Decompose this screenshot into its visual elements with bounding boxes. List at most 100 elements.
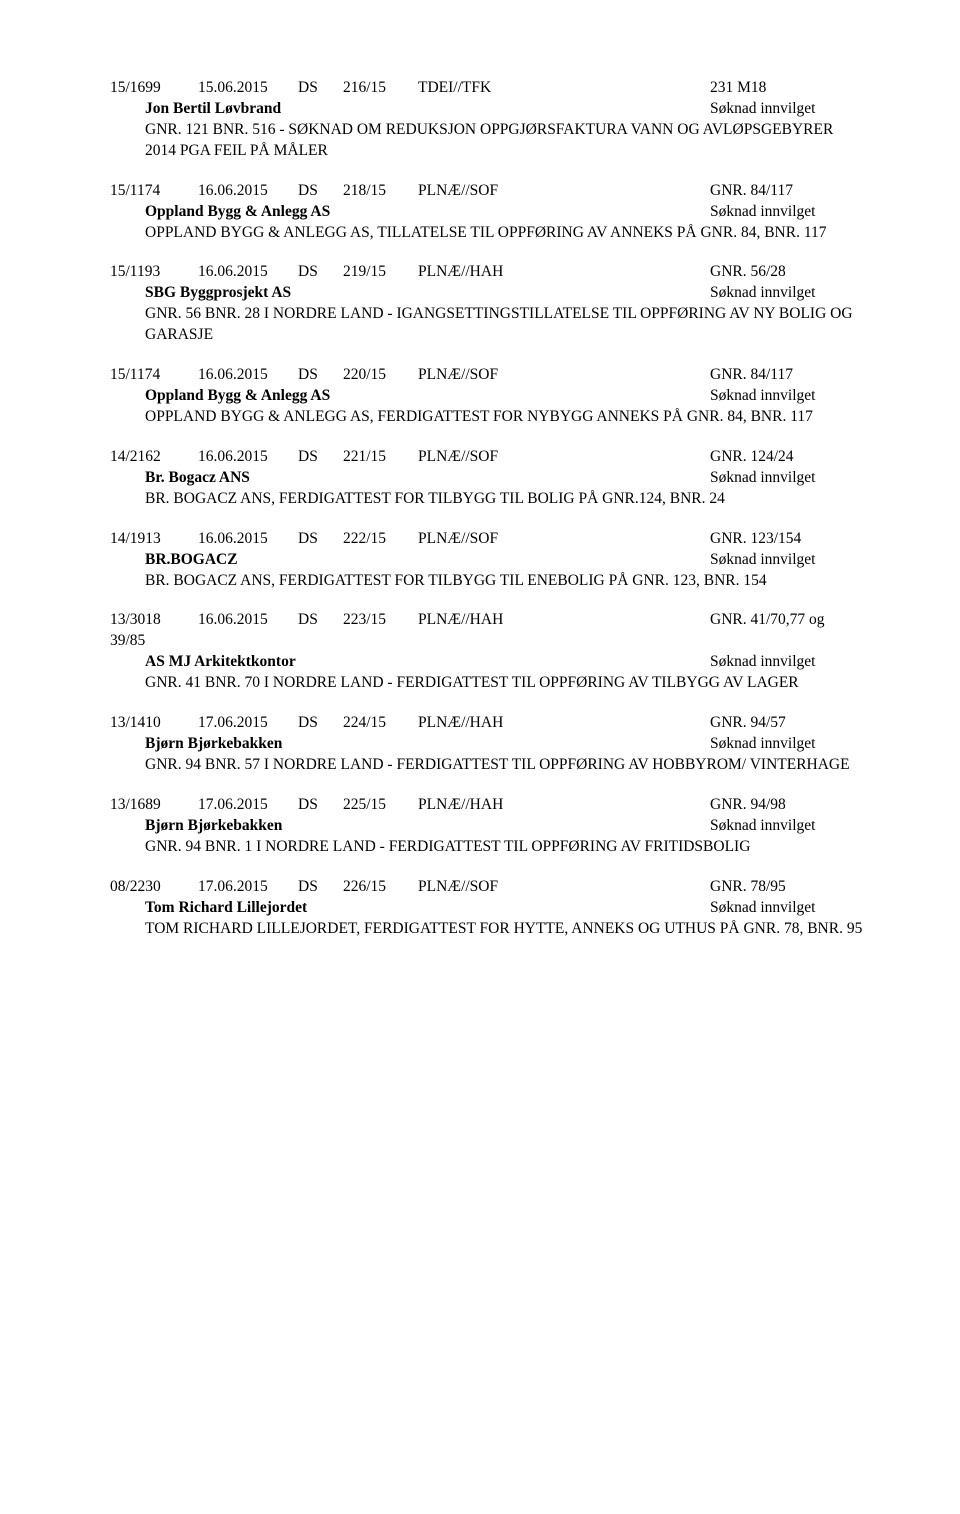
case-date: 16.06.2015 xyxy=(198,181,298,202)
entry-party-row: Jon Bertil LøvbrandSøknad innvilget xyxy=(110,99,864,120)
department-code: PLNÆ//SOF xyxy=(418,365,710,386)
case-description: TOM RICHARD LILLEJORDET, FERDIGATTEST FO… xyxy=(110,919,864,940)
case-date: 17.06.2015 xyxy=(198,877,298,898)
entry-header-row: 15/117416.06.2015DS218/15PLNÆ//SOFGNR. 8… xyxy=(110,181,864,202)
case-entry: 15/117416.06.2015DS220/15PLNÆ//SOFGNR. 8… xyxy=(110,365,864,428)
status-text: Søknad innvilget xyxy=(710,817,815,834)
case-description: BR. BOGACZ ANS, FERDIGATTEST FOR TILBYGG… xyxy=(110,571,864,592)
case-number: 15/1193 xyxy=(110,262,198,283)
case-entry: 15/117416.06.2015DS218/15PLNÆ//SOFGNR. 8… xyxy=(110,181,864,244)
ds-number: 223/15 xyxy=(343,610,418,631)
case-description: GNR. 94 BNR. 57 I NORDRE LAND - FERDIGAT… xyxy=(110,755,864,776)
entry-header-row: 14/216216.06.2015DS221/15PLNÆ//SOFGNR. 1… xyxy=(110,447,864,468)
case-description: GNR. 121 BNR. 516 - SØKNAD OM REDUKSJON … xyxy=(110,120,864,162)
status-text: Søknad innvilget xyxy=(710,100,815,117)
entry-party-row: Oppland Bygg & Anlegg ASSøknad innvilget xyxy=(110,202,864,223)
status-text: Søknad innvilget xyxy=(710,551,815,568)
case-entry: 15/169915.06.2015DS216/15TDEI//TFK231 M1… xyxy=(110,78,864,162)
party-name: Bjørn Bjørkebakken xyxy=(145,816,710,837)
case-number: 15/1174 xyxy=(110,365,198,386)
gnr-reference: GNR. 56/28 xyxy=(710,262,786,283)
ds-label: DS xyxy=(298,877,343,898)
ds-label: DS xyxy=(298,610,343,631)
department-code: PLNÆ//SOF xyxy=(418,447,710,468)
gnr-reference: GNR. 94/98 xyxy=(710,795,786,816)
ds-label: DS xyxy=(298,795,343,816)
ds-number: 226/15 xyxy=(343,877,418,898)
ds-label: DS xyxy=(298,713,343,734)
status-text: Søknad innvilget xyxy=(710,653,815,670)
entry-header-row: 13/141017.06.2015DS224/15PLNÆ//HAHGNR. 9… xyxy=(110,713,864,734)
case-date: 15.06.2015 xyxy=(198,78,298,99)
case-number: 13/3018 xyxy=(110,610,198,631)
department-code: PLNÆ//HAH xyxy=(418,262,710,283)
case-date: 16.06.2015 xyxy=(198,262,298,283)
entry-party-row: Bjørn BjørkebakkenSøknad innvilget xyxy=(110,734,864,755)
department-code: TDEI//TFK xyxy=(418,78,710,99)
entry-party-row: BR.BOGACZSøknad innvilget xyxy=(110,550,864,571)
case-date: 17.06.2015 xyxy=(198,795,298,816)
gnr-reference: GNR. 124/24 xyxy=(710,447,794,468)
party-name: Oppland Bygg & Anlegg AS xyxy=(145,202,710,223)
case-description: OPPLAND BYGG & ANLEGG AS, TILLATELSE TIL… xyxy=(110,223,864,244)
entry-header-row: 08/223017.06.2015DS226/15PLNÆ//SOFGNR. 7… xyxy=(110,877,864,898)
party-name: Jon Bertil Løvbrand xyxy=(145,99,710,120)
entry-header-row: 13/168917.06.2015DS225/15PLNÆ//HAHGNR. 9… xyxy=(110,795,864,816)
case-number: 08/2230 xyxy=(110,877,198,898)
party-name: Oppland Bygg & Anlegg AS xyxy=(145,386,710,407)
ds-number: 219/15 xyxy=(343,262,418,283)
status-text: Søknad innvilget xyxy=(710,735,815,752)
case-number: 15/1699 xyxy=(110,78,198,99)
department-code: PLNÆ//SOF xyxy=(418,529,710,550)
party-name: AS MJ Arkitektkontor xyxy=(145,652,710,673)
party-name: Bjørn Bjørkebakken xyxy=(145,734,710,755)
status-text: Søknad innvilget xyxy=(710,284,815,301)
case-date: 16.06.2015 xyxy=(198,529,298,550)
case-entry: 14/216216.06.2015DS221/15PLNÆ//SOFGNR. 1… xyxy=(110,447,864,510)
department-code: PLNÆ//HAH xyxy=(418,795,710,816)
ds-number: 220/15 xyxy=(343,365,418,386)
status-text: Søknad innvilget xyxy=(710,203,815,220)
department-code: PLNÆ//SOF xyxy=(418,877,710,898)
ds-number: 221/15 xyxy=(343,447,418,468)
ds-label: DS xyxy=(298,181,343,202)
entry-header-row: 14/191316.06.2015DS222/15PLNÆ//SOFGNR. 1… xyxy=(110,529,864,550)
entry-party-row: Oppland Bygg & Anlegg ASSøknad innvilget xyxy=(110,386,864,407)
case-entry: 13/168917.06.2015DS225/15PLNÆ//HAHGNR. 9… xyxy=(110,795,864,858)
gnr-reference: GNR. 94/57 xyxy=(710,713,786,734)
entry-party-row: AS MJ ArkitektkontorSøknad innvilget xyxy=(110,652,864,673)
status-text: Søknad innvilget xyxy=(710,387,815,404)
gnr-reference: GNR. 41/70,77 og xyxy=(710,610,825,631)
status-text: Søknad innvilget xyxy=(710,899,815,916)
party-name: SBG Byggprosjekt AS xyxy=(145,283,710,304)
case-date: 16.06.2015 xyxy=(198,365,298,386)
case-description: BR. BOGACZ ANS, FERDIGATTEST FOR TILBYGG… xyxy=(110,489,864,510)
case-description: OPPLAND BYGG & ANLEGG AS, FERDIGATTEST F… xyxy=(110,407,864,428)
department-code: PLNÆ//HAH xyxy=(418,610,710,631)
case-description: GNR. 94 BNR. 1 I NORDRE LAND - FERDIGATT… xyxy=(110,837,864,858)
ds-number: 216/15 xyxy=(343,78,418,99)
entry-party-row: Tom Richard LillejordetSøknad innvilget xyxy=(110,898,864,919)
entry-party-row: Br. Bogacz ANSSøknad innvilget xyxy=(110,468,864,489)
entry-party-row: Bjørn BjørkebakkenSøknad innvilget xyxy=(110,816,864,837)
case-entry: 15/119316.06.2015DS219/15PLNÆ//HAHGNR. 5… xyxy=(110,262,864,346)
case-number: 14/2162 xyxy=(110,447,198,468)
party-name: Tom Richard Lillejordet xyxy=(145,898,710,919)
ds-label: DS xyxy=(298,529,343,550)
case-entry: 08/223017.06.2015DS226/15PLNÆ//SOFGNR. 7… xyxy=(110,877,864,940)
ds-number: 225/15 xyxy=(343,795,418,816)
department-code: PLNÆ//HAH xyxy=(418,713,710,734)
case-entry: 13/301816.06.2015DS223/15PLNÆ//HAHGNR. 4… xyxy=(110,610,864,694)
department-code: PLNÆ//SOF xyxy=(418,181,710,202)
case-number: 15/1174 xyxy=(110,181,198,202)
case-date: 16.06.2015 xyxy=(198,610,298,631)
party-name: Br. Bogacz ANS xyxy=(145,468,710,489)
entry-header-row: 15/117416.06.2015DS220/15PLNÆ//SOFGNR. 8… xyxy=(110,365,864,386)
sub-case-number: 39/85 xyxy=(110,631,864,652)
party-name: BR.BOGACZ xyxy=(145,550,710,571)
case-entry: 14/191316.06.2015DS222/15PLNÆ//SOFGNR. 1… xyxy=(110,529,864,592)
ds-label: DS xyxy=(298,78,343,99)
ds-label: DS xyxy=(298,365,343,386)
gnr-reference: GNR. 84/117 xyxy=(710,365,793,386)
ds-label: DS xyxy=(298,262,343,283)
